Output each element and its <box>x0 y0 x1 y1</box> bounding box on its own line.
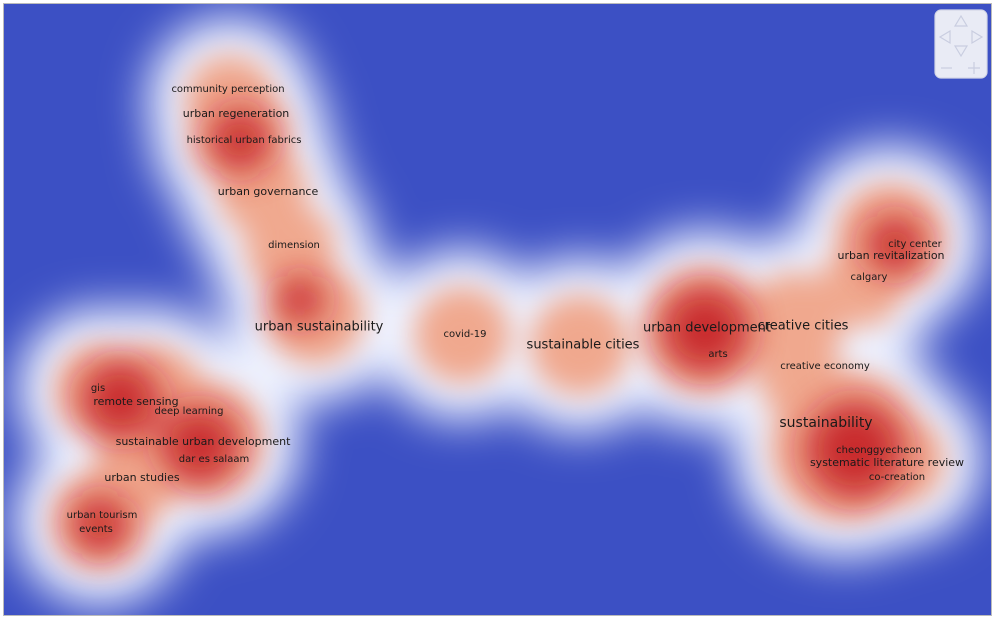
frame-border <box>3 3 992 616</box>
core-layer <box>70 108 925 555</box>
node-label: sustainable cities <box>527 338 640 353</box>
nav-left[interactable] <box>938 29 951 45</box>
node-label: urban revitalization <box>837 249 944 262</box>
nav-up[interactable] <box>953 14 969 27</box>
node-label: events <box>79 524 113 535</box>
density-core <box>208 108 272 172</box>
node-label: gis <box>91 383 105 394</box>
node-label: calgary <box>851 272 888 283</box>
node-label: cheonggyecheon <box>836 445 922 456</box>
density-core <box>70 495 130 555</box>
density-core <box>660 285 750 375</box>
node-label: dimension <box>268 240 320 251</box>
nav-box <box>934 9 988 79</box>
node-label: community perception <box>171 84 284 95</box>
density-mid <box>530 295 630 395</box>
node-label: dar es salaam <box>179 454 249 465</box>
node-label: sustainable urban development <box>116 435 291 448</box>
node-label: arts <box>708 349 727 360</box>
node-label: urban tourism <box>67 510 138 521</box>
nav-down[interactable] <box>953 45 969 58</box>
node-label: covid-19 <box>444 329 487 340</box>
node-label: urban sustainability <box>255 320 384 335</box>
node-label: historical urban fabrics <box>187 135 302 146</box>
node-label: co-creation <box>869 472 925 483</box>
node-label: urban regeneration <box>183 107 290 120</box>
node-label: creative cities <box>758 319 849 334</box>
node-label: sustainability <box>779 415 872 431</box>
density-mid <box>414 287 510 383</box>
labels: community perception urban regeneration hi… <box>67 84 964 535</box>
node-label: urban governance <box>218 185 319 198</box>
zoom-in[interactable] <box>968 62 980 74</box>
map-area: community perception urban regeneration hi… <box>3 3 992 616</box>
density-core <box>80 360 160 440</box>
node-label: creative economy <box>780 361 870 372</box>
density-core <box>160 405 240 485</box>
density-core <box>275 275 325 325</box>
node-label: remote sensing <box>93 395 178 408</box>
node-label: city center <box>888 239 942 250</box>
node-label: urban development <box>643 321 771 336</box>
node-label: urban studies <box>104 471 180 484</box>
density-core <box>805 400 905 500</box>
nav-right[interactable] <box>971 29 984 45</box>
node-label: systematic literature review <box>810 456 964 469</box>
node-label: deep learning <box>155 406 224 417</box>
navigation-widget[interactable] <box>934 9 988 79</box>
density-core <box>865 215 925 275</box>
